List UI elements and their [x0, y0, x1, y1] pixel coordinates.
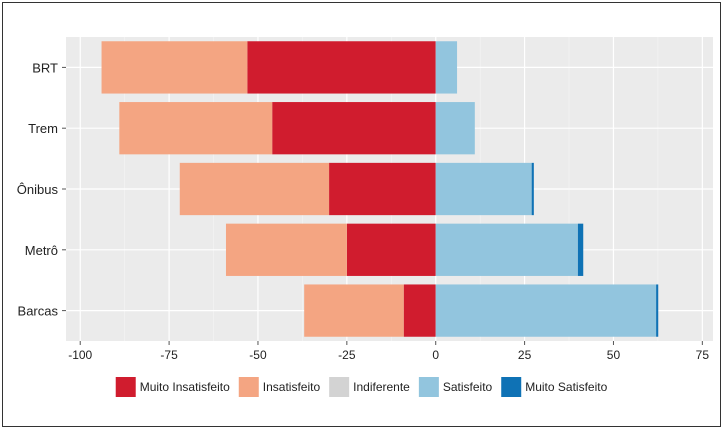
bar-onibus-muito-satisfeito [531, 162, 534, 216]
legend-key-muito-satisfeito [501, 377, 522, 397]
y-tick-label: BRT [32, 60, 58, 75]
legend-key-muito-insatisfeito [115, 377, 136, 397]
legend-label-indiferente: Indiferente [353, 380, 410, 394]
chart-frame: BRT Trem Ônibus Metrô Barcas -100 -75 -50 -25 0 2… [2, 2, 721, 427]
legend-label-insatisfeito: Insatisfeito [263, 380, 321, 394]
bar-barcas-insatisfeito [304, 284, 404, 337]
bar-onibus-insatisfeito [179, 162, 330, 216]
x-tick-labels: -100 -75 -50 -25 0 25 50 75 [68, 341, 709, 362]
legend-label-muito-satisfeito: Muito Satisfeito [525, 380, 607, 394]
x-tick-label: -50 [249, 348, 267, 362]
bar-brt-insatisfeito [101, 41, 248, 94]
legend: Muito Insatisfeito Insatisfeito Indiferent… [115, 377, 608, 397]
legend-item-insatisfeito: Insatisfeito [238, 377, 321, 397]
x-tick-label: -100 [68, 348, 92, 362]
legend-item-muito-insatisfeito: Muito Insatisfeito [115, 377, 230, 397]
x-tick-label: 75 [696, 348, 710, 362]
bar-metro-muito-insatisfeito [346, 223, 436, 276]
y-tick-label: Barcas [18, 304, 59, 319]
bar-metro-satisfeito [435, 223, 578, 276]
legend-item-indiferente: Indiferente [329, 377, 410, 397]
bar-metro-muito-satisfeito [577, 223, 584, 276]
bar-onibus-satisfeito [435, 162, 532, 216]
y-tick-labels: BRT Trem Ônibus Metrô Barcas [17, 60, 66, 319]
legend-label-satisfeito: Satisfeito [443, 380, 493, 394]
bar-barcas-muito-insatisfeito [403, 284, 436, 337]
legend-key-insatisfeito [238, 377, 259, 397]
legend-label-muito-insatisfeito: Muito Insatisfeito [140, 380, 230, 394]
bar-barcas-muito-satisfeito [656, 284, 659, 337]
legend-item-muito-satisfeito: Muito Satisfeito [501, 377, 608, 397]
bar-brt-muito-insatisfeito [247, 41, 436, 94]
x-tick-label: 50 [607, 348, 621, 362]
bar-metro-insatisfeito [225, 223, 347, 276]
bar-trem-satisfeito [435, 102, 475, 155]
diverging-bar-chart: BRT Trem Ônibus Metrô Barcas -100 -75 -50 -25 0 2… [17, 37, 713, 397]
x-tick-label: -25 [338, 348, 356, 362]
bar-onibus-muito-insatisfeito [329, 162, 436, 216]
x-tick-label: -75 [160, 348, 178, 362]
bar-trem-insatisfeito [119, 102, 273, 155]
x-tick-label: 0 [432, 348, 439, 362]
y-tick-label: Trem [28, 121, 58, 136]
bar-barcas-satisfeito [435, 284, 657, 337]
bars [101, 41, 659, 337]
y-tick-label: Ônibus [17, 182, 59, 197]
bar-trem-muito-insatisfeito [272, 102, 436, 155]
legend-item-satisfeito: Satisfeito [418, 377, 493, 397]
bar-brt-satisfeito [435, 41, 458, 94]
legend-key-satisfeito [418, 377, 439, 397]
y-tick-label: Metrô [25, 243, 58, 258]
legend-key-indiferente [329, 377, 350, 397]
x-tick-label: 25 [518, 348, 532, 362]
